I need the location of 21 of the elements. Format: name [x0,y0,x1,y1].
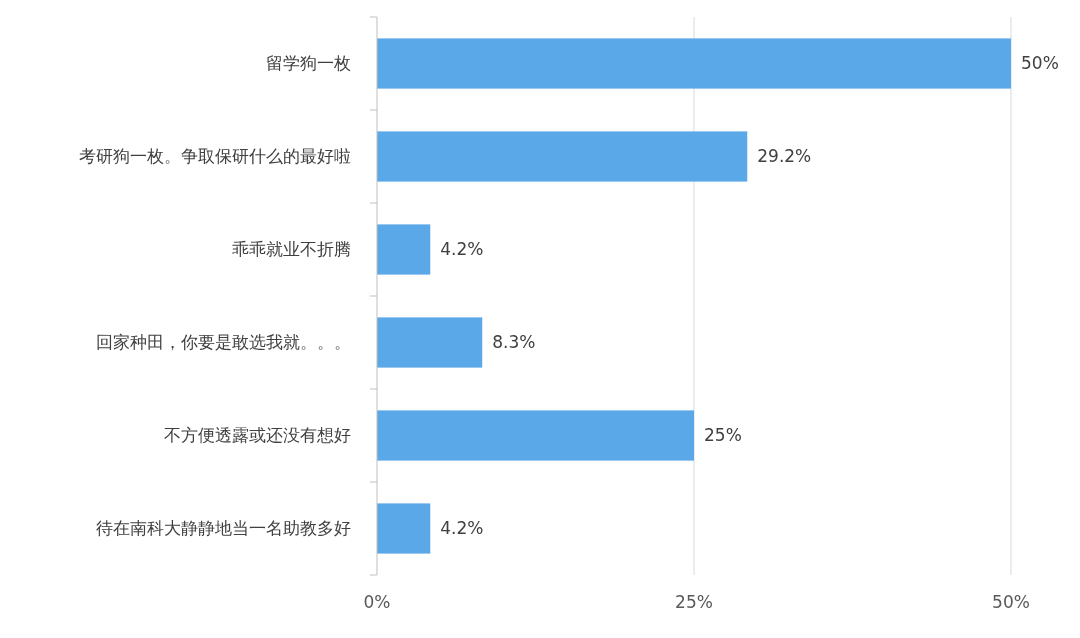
y-tick-label: 乖乖就业不折腾 [232,239,351,260]
bar [377,131,748,182]
bar [377,503,431,554]
data-label: 4.2% [440,239,484,260]
data-label: 8.3% [492,332,536,353]
bar [377,317,483,368]
x-tick-label: 25% [675,592,713,612]
data-label: 25% [704,425,742,446]
bar [377,224,431,275]
data-label: 29.2% [757,146,812,167]
y-tick-label: 考研狗一枚。争取保研什么的最好啦 [79,146,351,167]
y-tick-label: 待在南科大静静地当一名助教多好 [96,518,351,539]
data-label: 4.2% [440,518,484,539]
bar [377,38,1011,89]
x-tick-label: 50% [992,592,1030,612]
y-tick-label: 回家种田，你要是敢选我就。。。 [96,332,351,353]
y-tick-label: 留学狗一枚 [266,53,351,74]
x-tick-label: 0% [363,592,391,612]
data-label: 50% [1021,53,1059,74]
y-tick-label: 不方便透露或还没有想好 [164,425,351,446]
bar [377,410,694,461]
